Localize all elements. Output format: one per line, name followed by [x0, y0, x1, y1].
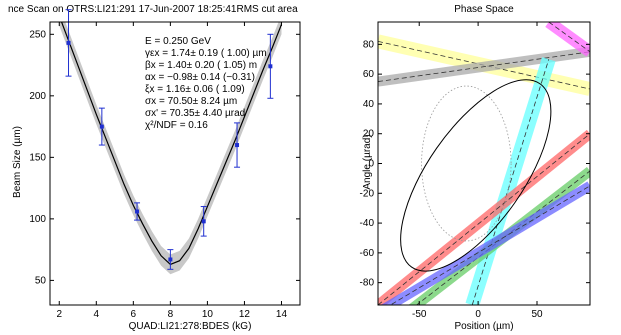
annotation-line: σx = 70.50± 8.24 µm [145, 96, 237, 107]
x-tick-label: 8 [168, 309, 174, 320]
measured-ellipse [400, 79, 552, 272]
y-tick-label: 0 [368, 159, 374, 170]
y-tick-label: -20 [360, 188, 375, 199]
data-point [201, 219, 206, 224]
y-tick-label: 20 [363, 129, 375, 140]
x-tick-label: 50 [531, 309, 543, 320]
y-tick-label: 100 [29, 214, 46, 225]
y-tick-label: 200 [29, 91, 46, 102]
left-axes-frame [49, 21, 301, 306]
y-tick-label: 50 [35, 275, 47, 286]
left-chart-title: nce Scan on OTRS:LI21:291 17-Jun-2007 18… [8, 4, 298, 15]
data-point [268, 64, 273, 69]
y-tick-label: 80 [363, 39, 375, 50]
right-plot-area: -50 0 50 -80 -60 -40 -20 0 20 40 60 80 [360, 21, 591, 320]
right-plot-clip [378, 22, 590, 305]
phase-band-center [389, 185, 590, 305]
y-tick-label: -60 [360, 248, 375, 259]
annotation-line: γεx = 1.74± 0.19 ( 1.00) µm [145, 48, 267, 59]
phase-band-center [378, 133, 590, 305]
annotation-line: σx' = 70.35± 4.40 µrad [145, 108, 245, 119]
x-tick-label: 6 [131, 309, 137, 320]
y-tick-label: 150 [29, 152, 46, 163]
right-x-label: Position (µm) [454, 321, 513, 332]
x-tick-label: 0 [475, 309, 481, 320]
y-tick-label: 60 [363, 69, 375, 80]
left-plot-area: 2 4 6 8 10 12 14 50 100 150 200 250 [29, 9, 301, 320]
annotation-line: ξx = 1.16± 0.06 ( 1.09) [145, 84, 245, 95]
data-point [66, 40, 71, 45]
right-chart-title: Phase Space [454, 4, 514, 15]
x-tick-label: 14 [276, 309, 288, 320]
annotation-line: βx = 1.40± 0.20 ( 1.05) m [145, 60, 257, 71]
y-tick-label: -40 [360, 218, 375, 229]
x-tick-label: 2 [56, 309, 62, 320]
x-tick-label: -50 [412, 309, 427, 320]
data-point [99, 124, 104, 129]
beam-size-chart: nce Scan on OTRS:LI21:291 17-Jun-2007 18… [8, 4, 301, 332]
phase-space-chart: Phase Space -50 0 50-80-60-40-20020406080 … [360, 4, 591, 332]
phase-band-center [378, 51, 590, 82]
annotation-line: χ²/NDF = 0.16 [145, 120, 208, 131]
x-tick-label: 10 [202, 309, 214, 320]
phase-band-center [471, 59, 550, 305]
y-tick-label: -80 [360, 278, 375, 289]
annotation-line: E = 0.250 GeV [145, 36, 211, 47]
data-point [235, 143, 240, 148]
phase-band-center [548, 22, 590, 53]
left-y-label: Beam Size (µm) [12, 126, 23, 198]
x-tick-label: 4 [94, 309, 100, 320]
design-ellipse [421, 85, 512, 242]
right-y-label: Angle (µrad) [362, 134, 373, 189]
data-point [168, 257, 173, 262]
annotation-line: αx = −0.98± 0.14 (−0.31) [145, 72, 255, 83]
y-tick-label: 40 [363, 99, 375, 110]
data-point [135, 209, 140, 214]
left-x-label: QUAD:LI21:278:BDES (kG) [129, 321, 252, 332]
x-tick-label: 12 [239, 309, 251, 320]
y-tick-label: 250 [29, 29, 46, 40]
